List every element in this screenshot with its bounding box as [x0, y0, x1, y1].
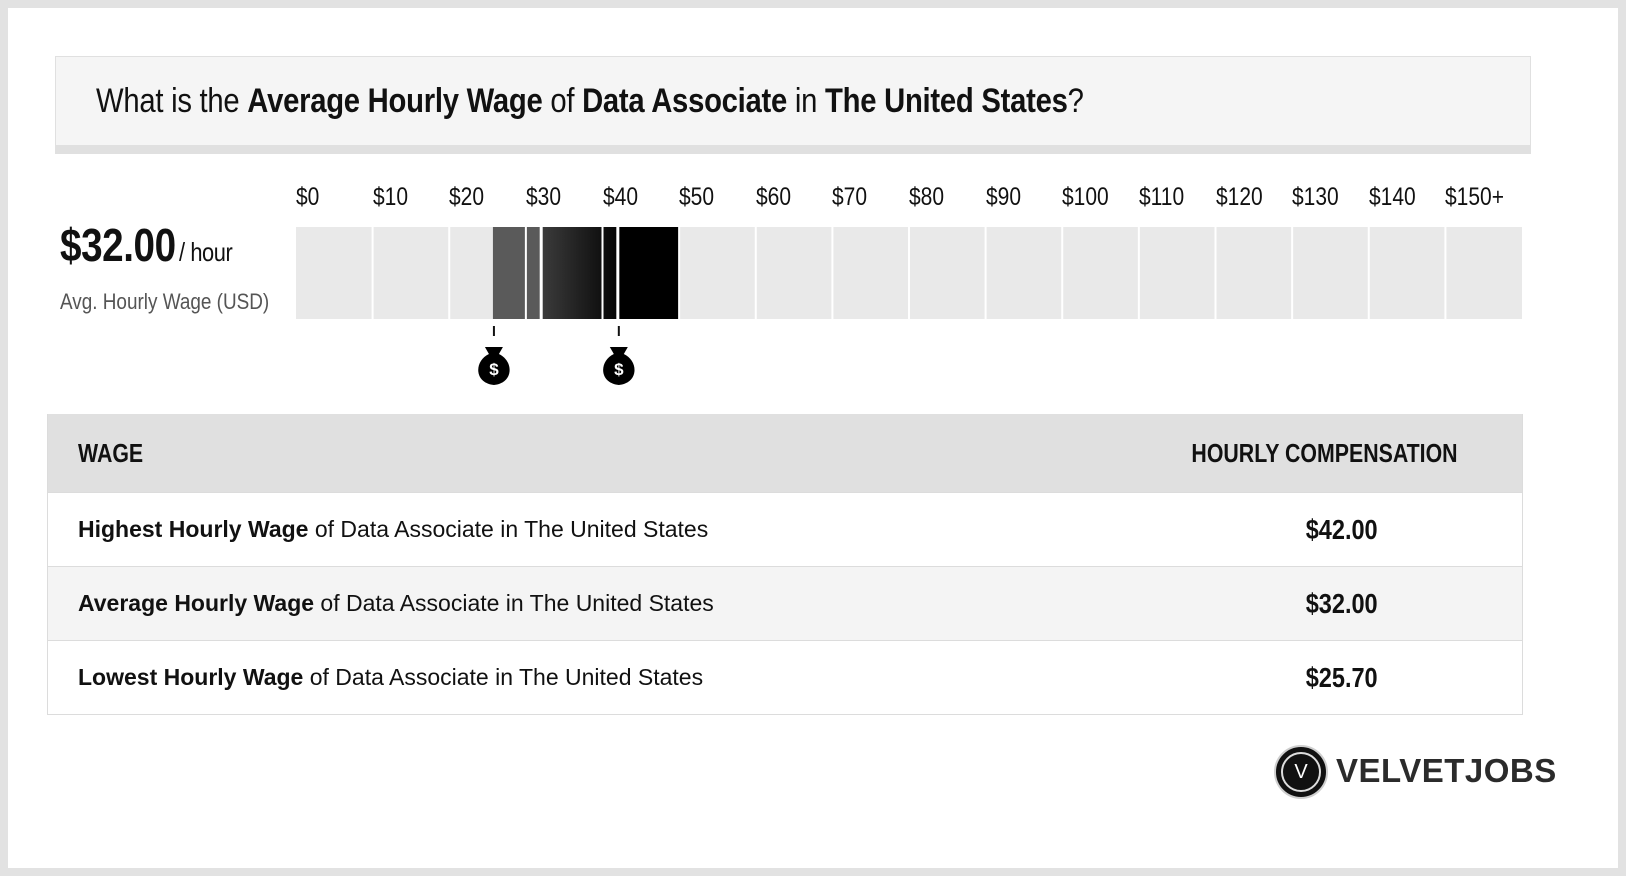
- x-tick-label: $90: [985, 183, 1021, 211]
- x-tick-label: $100: [1062, 183, 1109, 211]
- x-tick-label: $60: [755, 183, 791, 211]
- x-tick-label: $70: [832, 183, 868, 211]
- page-title: What is the Average Hourly Wage of Data …: [96, 82, 1084, 120]
- x-tick-label: $30: [525, 183, 561, 211]
- logo-mark-letter: V: [1294, 761, 1308, 783]
- x-tick-label: $80: [909, 183, 945, 211]
- average-wage-caption: Avg. Hourly Wage (USD): [60, 289, 270, 314]
- table-row: Highest Hourly Wage of Data Associate in…: [48, 492, 1522, 566]
- row-label: Highest Hourly Wage of Data Associate in…: [78, 516, 709, 542]
- money-bag-icon: [603, 347, 635, 385]
- x-tick-label: $50: [679, 183, 715, 211]
- x-tick-label: $40: [602, 183, 638, 211]
- table-row: Lowest Hourly Wage of Data Associate in …: [48, 640, 1522, 714]
- table-row: Average Hourly Wage of Data Associate in…: [48, 566, 1522, 640]
- row-label: Average Hourly Wage of Data Associate in…: [78, 590, 714, 616]
- x-tick-label: $20: [449, 183, 485, 211]
- x-tick-label: $110: [1138, 183, 1185, 211]
- x-tick-label: $120: [1215, 183, 1263, 211]
- average-to-high-bar: [541, 227, 618, 319]
- high-range-bar: [617, 227, 680, 319]
- x-tick-label: $140: [1368, 183, 1416, 211]
- x-tick-label: $130: [1292, 183, 1339, 211]
- wage-table: WAGE HOURLY COMPENSATION Highest Hourly …: [47, 414, 1523, 715]
- wage-range-chart: $: [296, 227, 1522, 385]
- title-banner: What is the Average Hourly Wage of Data …: [55, 56, 1531, 154]
- average-wage-value: $32.00/ hour: [60, 219, 233, 271]
- x-tick-label: $0: [296, 183, 320, 211]
- table-header: WAGE HOURLY COMPENSATION: [48, 414, 1522, 492]
- row-label: Lowest Hourly Wage of Data Associate in …: [78, 664, 704, 690]
- money-bag-icon: [478, 347, 510, 385]
- row-value: $42.00: [1306, 514, 1378, 545]
- x-tick-label: $150+: [1445, 183, 1505, 211]
- logo-mark-icon: [1274, 745, 1328, 799]
- x-tick-label: $10: [372, 183, 408, 211]
- low-to-average-bar: [492, 227, 542, 319]
- column-header-hourly-compensation: HOURLY COMPENSATION: [1191, 438, 1458, 468]
- row-value: $32.00: [1306, 588, 1378, 619]
- average-wage-unit: / hour: [179, 237, 233, 267]
- logo-wordmark: VELVETJOBS: [1336, 752, 1557, 789]
- row-value: $25.70: [1306, 662, 1378, 693]
- column-header-wage: WAGE: [78, 438, 144, 468]
